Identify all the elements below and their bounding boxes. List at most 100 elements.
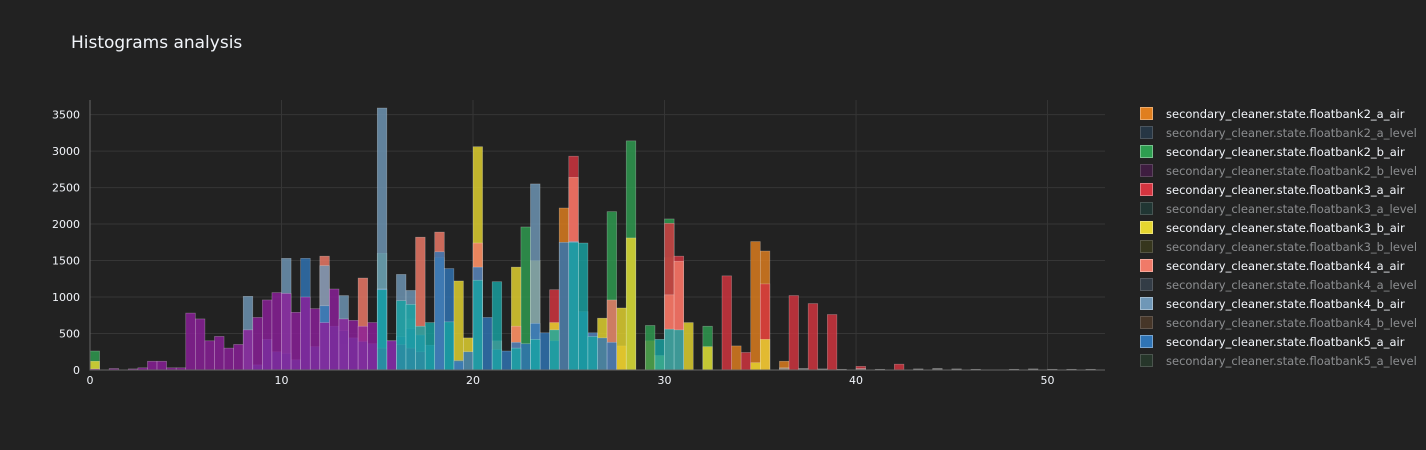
histogram-bar[interactable]: [683, 322, 694, 371]
legend-label: secondary_cleaner.state.floatbank2_b_air: [1166, 144, 1405, 159]
histogram-bar[interactable]: [195, 318, 206, 371]
legend-swatch: [1140, 164, 1153, 177]
histogram-bar[interactable]: [252, 317, 263, 371]
legend-item[interactable]: secondary_cleaner.state.floatbank2_b_air: [1140, 142, 1426, 161]
histogram-bar[interactable]: [654, 339, 665, 371]
legend-swatch: [1140, 297, 1153, 310]
histogram-bar[interactable]: [606, 341, 617, 371]
histogram-bar[interactable]: [750, 241, 761, 371]
legend-item[interactable]: secondary_cleaner.state.floatbank2_b_lev…: [1140, 161, 1426, 180]
histogram-bar[interactable]: [539, 332, 550, 371]
histogram-bar[interactable]: [491, 281, 503, 371]
histogram-bar[interactable]: [271, 292, 282, 371]
histogram-bar[interactable]: [721, 275, 732, 371]
legend-item[interactable]: secondary_cleaner.state.floatbank5_a_air: [1140, 332, 1426, 351]
histogram-bar[interactable]: [329, 288, 340, 371]
plot-area[interactable]: 0 500 1000 1500 2000 2500 3000 3500 0 10 20 30 40 50: [0, 0, 1130, 450]
histogram-bar[interactable]: [482, 317, 493, 371]
legend-swatch: [1140, 202, 1153, 215]
histogram-bar[interactable]: [223, 347, 234, 371]
histogram-bar[interactable]: [424, 322, 436, 371]
histogram-bar[interactable]: [520, 343, 531, 371]
histogram-bar[interactable]: [367, 322, 378, 371]
histogram-bar[interactable]: [396, 300, 407, 371]
legend-label: secondary_cleaner.state.floatbank4_b_lev…: [1166, 315, 1418, 330]
legend-swatch: [1140, 183, 1153, 196]
histogram-bar[interactable]: [214, 336, 225, 371]
histogram-bar[interactable]: [281, 293, 292, 371]
legend-item[interactable]: secondary_cleaner.state.floatbank3_a_lev…: [1140, 199, 1426, 218]
histogram-bar[interactable]: [415, 325, 426, 371]
x-tick-label: 30: [658, 374, 672, 387]
histogram-bar[interactable]: [827, 314, 838, 371]
legend-item[interactable]: secondary_cleaner.state.floatbank4_b_lev…: [1140, 313, 1426, 332]
legend-item[interactable]: secondary_cleaner.state.floatbank3_b_air: [1140, 218, 1426, 237]
legend-item[interactable]: secondary_cleaner.state.floatbank2_a_air: [1140, 104, 1426, 123]
histogram-bar[interactable]: [386, 340, 397, 371]
histogram-bar[interactable]: [309, 308, 321, 371]
legend-item[interactable]: secondary_cleaner.state.floatbank4_a_air: [1140, 256, 1426, 275]
histogram-bar[interactable]: [147, 360, 158, 371]
histogram-bar[interactable]: [405, 304, 416, 371]
legend-item[interactable]: secondary_cleaner.state.floatbank4_b_air: [1140, 294, 1426, 313]
legend-item[interactable]: secondary_cleaner.state.floatbank4_a_lev…: [1140, 275, 1426, 294]
histogram-bar[interactable]: [472, 279, 483, 371]
histogram-bar[interactable]: [673, 329, 684, 371]
y-tick-label: 1500: [52, 255, 80, 268]
histogram-bar[interactable]: [578, 242, 589, 371]
histogram-bar[interactable]: [549, 329, 560, 371]
histogram-bar[interactable]: [501, 350, 512, 371]
histogram-bar[interactable]: [319, 322, 330, 371]
histogram-bar[interactable]: [204, 340, 215, 371]
histogram-bar[interactable]: [156, 360, 167, 371]
legend-label: secondary_cleaner.state.floatbank3_a_air: [1166, 182, 1405, 197]
legend-item[interactable]: secondary_cleaner.state.floatbank5_a_lev…: [1140, 351, 1426, 370]
legend-label: secondary_cleaner.state.floatbank2_a_air: [1166, 106, 1405, 121]
histogram-bar[interactable]: [568, 241, 579, 371]
histogram-bar[interactable]: [348, 320, 359, 371]
histogram-bar[interactable]: [587, 336, 598, 371]
histogram-bar[interactable]: [453, 280, 464, 371]
histogram-bar[interactable]: [242, 329, 254, 371]
legend-swatch: [1140, 126, 1153, 139]
histogram-bar[interactable]: [511, 347, 522, 371]
histogram-bar[interactable]: [338, 318, 349, 371]
histogram-bar[interactable]: [530, 339, 541, 371]
histogram-bar[interactable]: [616, 307, 627, 371]
histogram-bar[interactable]: [376, 289, 388, 371]
legend-item[interactable]: secondary_cleaner.state.floatbank3_b_lev…: [1140, 237, 1426, 256]
histogram-bar[interactable]: [185, 312, 196, 371]
histogram-bar[interactable]: [233, 344, 244, 371]
legend-swatch: [1140, 278, 1153, 291]
histogram-bar[interactable]: [664, 328, 675, 371]
histogram-bar[interactable]: [645, 325, 656, 371]
histogram-bar[interactable]: [434, 251, 445, 371]
histogram-bar[interactable]: [443, 321, 455, 371]
y-tick-label: 3500: [52, 109, 80, 122]
histogram-bar[interactable]: [300, 296, 311, 371]
histogram-bar[interactable]: [731, 345, 742, 371]
bar-series: [89, 288, 426, 371]
histogram-bar[interactable]: [788, 295, 799, 371]
histogram-bar[interactable]: [290, 312, 301, 371]
legend-item[interactable]: secondary_cleaner.state.floatbank2_a_lev…: [1140, 123, 1426, 142]
histogram-bar[interactable]: [625, 237, 637, 371]
legend-swatch: [1140, 107, 1153, 120]
histogram-bar[interactable]: [597, 337, 608, 371]
histogram-bar[interactable]: [262, 299, 273, 371]
x-tick-label: 50: [1041, 374, 1055, 387]
histogram-bar[interactable]: [453, 360, 464, 371]
histogram-bar[interactable]: [759, 339, 771, 371]
histogram-bar[interactable]: [894, 363, 905, 371]
histogram-bar[interactable]: [463, 351, 474, 371]
histogram-bar[interactable]: [558, 241, 570, 371]
histogram-bar[interactable]: [357, 325, 368, 371]
histogram-bar[interactable]: [807, 303, 819, 371]
histogram-bar[interactable]: [740, 352, 752, 371]
legend-swatch: [1140, 335, 1153, 348]
legend-item[interactable]: secondary_cleaner.state.floatbank3_a_air: [1140, 180, 1426, 199]
y-tick-label: 2000: [52, 218, 80, 231]
histogram-bar[interactable]: [750, 362, 761, 371]
histogram-bar[interactable]: [702, 346, 713, 371]
legend-swatch: [1140, 240, 1153, 253]
